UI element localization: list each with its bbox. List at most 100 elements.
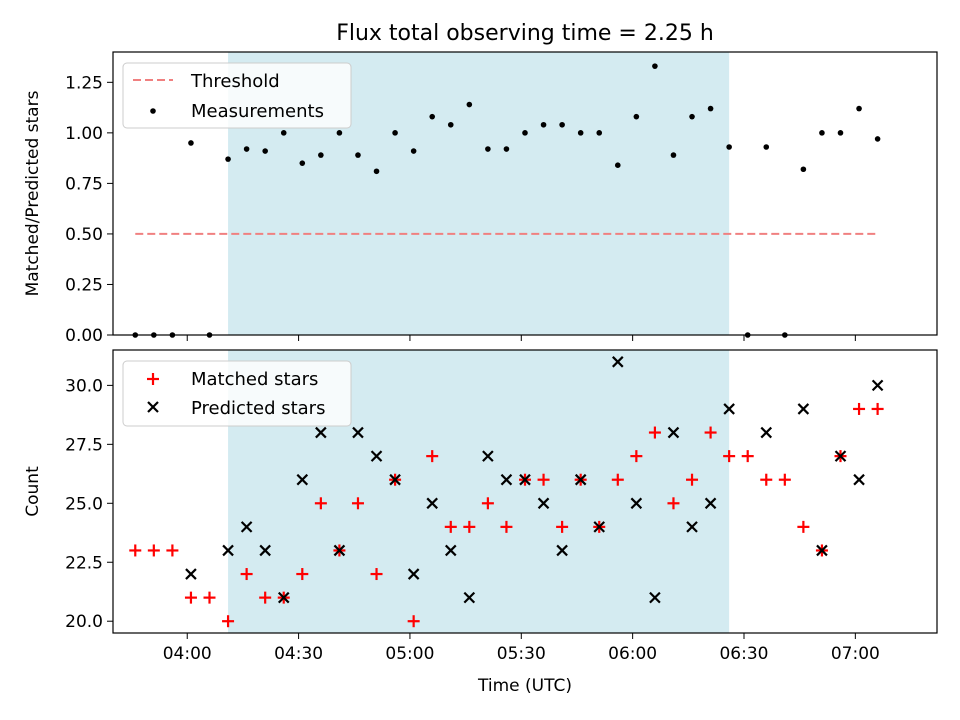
matched-star-point (166, 544, 179, 557)
top-panel: 0.00 0.25 0.50 0.75 1.00 1.25 Matched/Predict… (23, 51, 938, 346)
bottom-y-axis-label: Count (23, 466, 43, 517)
matched-star-point (778, 473, 791, 486)
bottom-x-tick-label: 07:00 (831, 644, 880, 664)
measurement-point (336, 130, 343, 136)
predicted-star-point (482, 450, 494, 462)
predicted-star-point (389, 473, 401, 486)
matched-star-point (147, 544, 160, 557)
predicted-star-point (686, 521, 698, 533)
predicted-star-point (816, 544, 828, 557)
measurement-point (689, 113, 695, 120)
top-legend-box (122, 62, 352, 129)
measurement-point (614, 162, 621, 168)
matched-star-point (723, 450, 736, 463)
measurement-point (577, 130, 584, 136)
legend-measurements-swatch (150, 108, 156, 114)
legend-threshold-label: Threshold (190, 71, 280, 92)
matched-star-point (611, 473, 624, 486)
predicted-star-point (760, 426, 773, 439)
top-y-tick-label: 0.25 (65, 275, 103, 295)
measurement-point (800, 166, 807, 173)
predicted-star-point (797, 403, 810, 415)
measurement-point (429, 113, 436, 120)
bottom-axes-frame (112, 349, 938, 634)
measurement-point (299, 160, 306, 166)
measurement-point (225, 156, 231, 162)
matched-star-point (853, 402, 866, 415)
predicted-stars-points (185, 356, 884, 604)
measurement-point (447, 121, 454, 128)
measurement-point (466, 101, 473, 108)
measurement-point (707, 105, 714, 112)
matched-star-point (240, 568, 253, 581)
matched-star-point (129, 544, 142, 557)
legend-predicted-swatch (147, 401, 159, 413)
predicted-star-point (222, 544, 234, 557)
matched-star-point (630, 450, 643, 463)
matched-star-point (760, 473, 773, 486)
predicted-star-point (296, 473, 309, 486)
predicted-star-point (333, 544, 346, 557)
measurement-point (503, 146, 510, 152)
predicted-star-point (259, 544, 271, 557)
matched-star-point (686, 473, 699, 486)
measurement-point (596, 130, 603, 136)
bottom-y-tick-label: 25.0 (65, 494, 103, 514)
predicted-star-point (649, 591, 661, 604)
predicted-star-point (612, 356, 624, 368)
matched-star-point (463, 520, 476, 533)
measurement-point (373, 168, 380, 175)
matched-star-point (296, 568, 309, 581)
matched-star-point (648, 426, 661, 439)
measurement-points (132, 63, 881, 338)
predicted-star-point (630, 497, 643, 510)
measurement-point (837, 130, 844, 136)
matched-star-point (537, 473, 550, 486)
predicted-star-point (556, 544, 568, 557)
measurement-point (763, 144, 770, 150)
predicted-star-point (500, 473, 513, 486)
legend-measurements-label: Measurements (191, 101, 324, 122)
measurement-point (262, 148, 268, 154)
predicted-star-point (240, 521, 253, 533)
measurement-point (726, 144, 732, 150)
bottom-x-axis: 04:00 04:30 05:00 05:30 06:00 06:30 07:00 (163, 633, 880, 664)
bottom-y-tick-label: 20.0 (65, 612, 103, 632)
predicted-star-point (834, 450, 847, 462)
top-y-axis: 0.00 0.25 0.50 0.75 1.00 1.25 (65, 73, 113, 346)
top-y-axis-label: Matched/Predicted stars (23, 90, 43, 296)
measurement-point (522, 130, 528, 136)
matched-star-point (797, 520, 810, 533)
matched-star-point (704, 426, 717, 439)
bottom-x-tick-label: 05:00 (385, 644, 434, 664)
measurement-point (243, 146, 250, 152)
top-x-axis (186, 335, 856, 341)
measurement-point (856, 105, 862, 112)
matched-star-point (667, 497, 680, 510)
bottom-y-axis: 20.0 22.5 25.0 27.5 30.0 (65, 376, 113, 632)
bottom-y-tick-label: 30.0 (65, 376, 103, 396)
measurement-point (652, 63, 658, 69)
measurement-point (280, 130, 287, 136)
measurement-point (670, 152, 677, 158)
predicted-star-point (667, 426, 680, 439)
top-y-tick-label: 0.50 (65, 225, 103, 245)
top-legend: Threshold Measurements (122, 62, 352, 129)
chart-title: Flux total observing time = 2.25 h (336, 21, 714, 46)
predicted-star-point (315, 426, 327, 439)
predicted-star-point (519, 473, 531, 486)
predicted-star-point (853, 473, 865, 486)
predicted-star-point (463, 591, 476, 604)
matched-star-point (556, 520, 569, 533)
matched-star-point (370, 568, 383, 581)
predicted-star-point (426, 497, 438, 510)
top-axes-frame (112, 51, 938, 336)
top-y-tick-label: 1.00 (65, 124, 103, 144)
bottom-x-tick-label: 04:30 (274, 644, 323, 664)
measurement-point (874, 136, 881, 142)
measurement-point (819, 130, 825, 136)
matched-star-point (500, 520, 513, 533)
legend-matched-label: Matched stars (191, 369, 318, 390)
predicted-star-point (704, 497, 717, 510)
